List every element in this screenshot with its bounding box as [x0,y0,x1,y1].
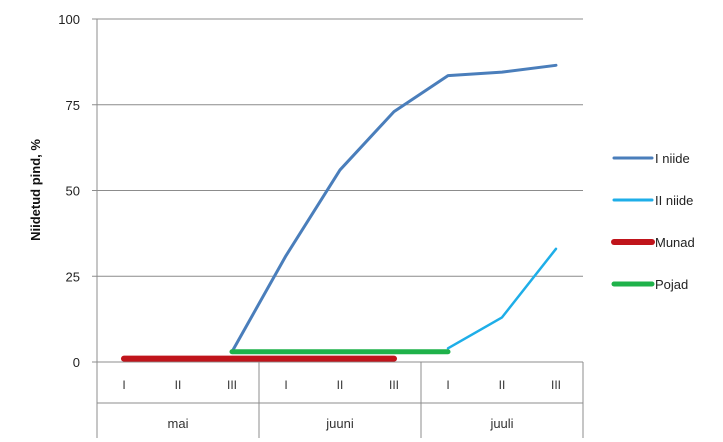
x-category-label: II [337,378,344,392]
legend-label: Munad [655,235,695,250]
x-category-label: I [284,378,287,392]
gridlines [97,18,583,277]
y-tick-label: 25 [66,269,80,284]
axes [92,18,584,438]
legend-label: Pojad [655,277,688,292]
y-tick-label: 0 [73,355,80,370]
y-tick-labels: 0 25 50 75 100 [58,12,80,370]
x-category-label: II [499,378,506,392]
y-tick-label: 75 [66,98,80,113]
x-group-label: juuli [489,416,513,431]
x-category-label: III [227,378,237,392]
x-category-label: III [551,378,561,392]
series-line [446,247,558,350]
x-category-label: I [446,378,449,392]
legend-label: II niide [655,193,693,208]
series-lines [121,63,558,362]
y-tick-label: 50 [66,184,80,199]
y-tick-label: 100 [58,12,80,27]
series-line [230,63,558,354]
y-axis-label: Niidetud pind, % [28,139,43,241]
x-group-label: juuni [325,416,354,431]
x-category-label: I [122,378,125,392]
legend: I niide II niide Munad Pojad [611,151,695,292]
x-category-label: III [389,378,399,392]
x-category-label: II [175,378,182,392]
x-group-label: mai [168,416,189,431]
legend-label: I niide [655,151,690,166]
